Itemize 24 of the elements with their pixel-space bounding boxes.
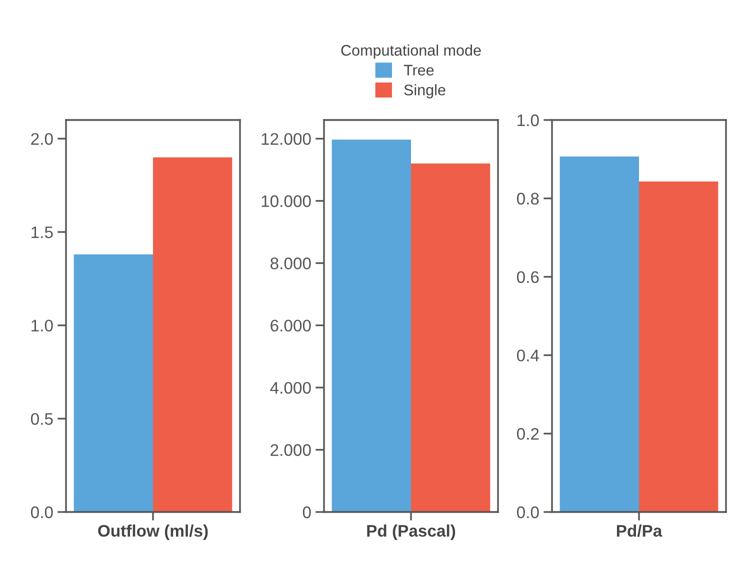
legend-title: Computational mode xyxy=(341,44,481,59)
x-tick-label: Pd (Pascal) xyxy=(367,524,456,540)
y-tick-label: 0.4 xyxy=(516,350,540,362)
legend-label: Tree xyxy=(404,64,434,76)
y-tick-label: 1.0 xyxy=(32,320,53,332)
y-tick-label: 1.5 xyxy=(32,226,53,238)
y-tick-label: 0.0 xyxy=(516,506,539,518)
y-tick-label: 12.000 xyxy=(262,133,311,145)
y-tick-label: 2.000 xyxy=(270,444,311,456)
y-tick-label: 0.8 xyxy=(516,192,539,205)
x-tick-label: Outflow (ml/s) xyxy=(98,524,208,540)
y-tick-label: 0 xyxy=(302,506,311,518)
y-tick-label: 0.0 xyxy=(30,506,53,518)
y-tick-label: 1.0 xyxy=(518,114,539,126)
y-tick-label: 0.2 xyxy=(516,428,539,440)
legend-label: Single xyxy=(404,84,446,98)
y-tick-label: 2.0 xyxy=(31,133,53,145)
y-tick-label: 4.000 xyxy=(270,382,311,394)
y-tick-label: 6.000 xyxy=(270,320,311,332)
y-tick-label: 0.5 xyxy=(30,413,53,425)
y-tick-label: 8.000 xyxy=(270,258,311,270)
y-tick-label: 10.000 xyxy=(262,195,311,208)
y-tick-label: 0.6 xyxy=(516,271,539,284)
x-tick-label: Pd/Pa xyxy=(616,524,662,537)
